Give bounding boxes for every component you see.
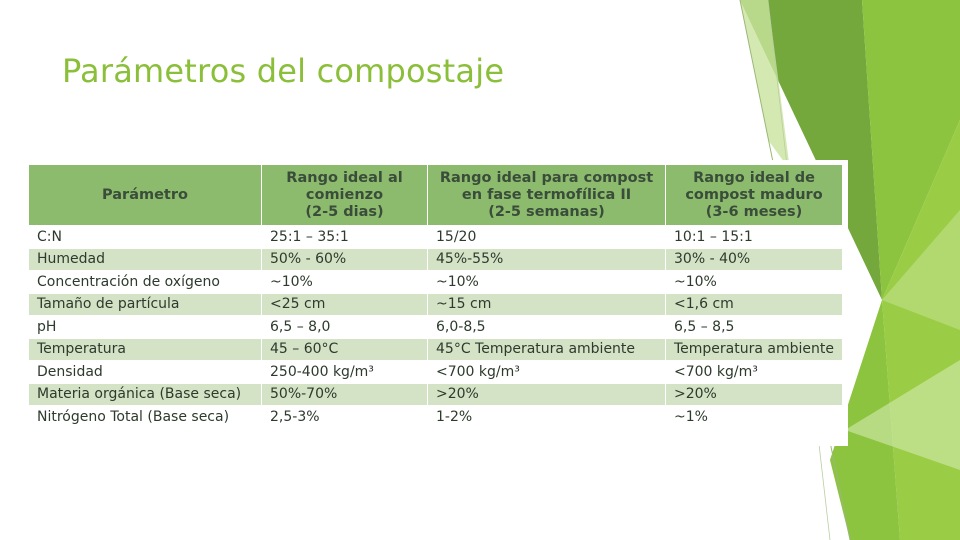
table-cell: 2,5-3% — [261, 405, 428, 429]
table-cell: >20% — [665, 382, 843, 406]
header-line: Rango ideal de — [693, 169, 815, 186]
table-row: Densidad 250-400 kg/m³ <700 kg/m³ <700 k… — [28, 360, 843, 384]
table-cell: 6,5 – 8,0 — [261, 315, 428, 339]
compost-parameters-table: Parámetro Rango ideal al comienzo (2-5 d… — [28, 164, 843, 429]
table-cell: 45°C Temperatura ambiente — [427, 337, 666, 361]
table-cell: Temperatura ambiente — [665, 337, 843, 361]
header-line: (2-5 dias) — [305, 203, 384, 220]
table-cell: 250-400 kg/m³ — [261, 360, 428, 384]
table-cell: Temperatura — [28, 337, 262, 361]
header-parameter: Parámetro — [28, 164, 262, 226]
table-cell: Densidad — [28, 360, 262, 384]
table-cell: ~15 cm — [427, 292, 666, 316]
table-cell: 25:1 – 35:1 — [261, 225, 428, 249]
table-cell: Nitrógeno Total (Base seca) — [28, 405, 262, 429]
table-row: Concentración de oxígeno ~10% ~10% ~10% — [28, 270, 843, 294]
header-mature-range: Rango ideal de compost maduro (3-6 meses… — [665, 164, 843, 226]
table-cell: ~1% — [665, 405, 843, 429]
header-start-range: Rango ideal al comienzo (2-5 dias) — [261, 164, 428, 226]
table-row: C:N 25:1 – 35:1 15/20 10:1 – 15:1 — [28, 225, 843, 249]
table-header-row: Parámetro Rango ideal al comienzo (2-5 d… — [28, 164, 843, 226]
table-cell: 10:1 – 15:1 — [665, 225, 843, 249]
table-row: pH 6,5 – 8,0 6,0-8,5 6,5 – 8,5 — [28, 315, 843, 339]
table-cell: 15/20 — [427, 225, 666, 249]
table-cell: 45 – 60°C — [261, 337, 428, 361]
header-line: (3-6 meses) — [705, 203, 803, 220]
header-line: Rango ideal para compost — [439, 169, 654, 186]
table-cell: 6,0-8,5 — [427, 315, 666, 339]
table-cell: 6,5 – 8,5 — [665, 315, 843, 339]
table-cell: 50%-70% — [261, 382, 428, 406]
table-cell: >20% — [427, 382, 666, 406]
table-cell: 30% - 40% — [665, 247, 843, 271]
header-line: Rango ideal al — [286, 169, 403, 186]
table-cell: 45%-55% — [427, 247, 666, 271]
table-cell: <700 kg/m³ — [665, 360, 843, 384]
table-row: Nitrógeno Total (Base seca) 2,5-3% 1-2% … — [28, 405, 843, 429]
table-cell: 1-2% — [427, 405, 666, 429]
table-cell: ~10% — [261, 270, 428, 294]
table-cell: C:N — [28, 225, 262, 249]
header-line: en fase termofílica II — [461, 186, 632, 203]
table-frame: Parámetro Rango ideal al comienzo (2-5 d… — [24, 160, 848, 446]
header-thermophilic-range: Rango ideal para compost en fase termofí… — [427, 164, 666, 226]
table-row: Humedad 50% - 60% 45%-55% 30% - 40% — [28, 247, 843, 271]
table-cell: ~10% — [427, 270, 666, 294]
table-row: Materia orgánica (Base seca) 50%-70% >20… — [28, 382, 843, 406]
table-cell: Tamaño de partícula — [28, 292, 262, 316]
table-cell: <1,6 cm — [665, 292, 843, 316]
table-row: Temperatura 45 – 60°C 45°C Temperatura a… — [28, 337, 843, 361]
table-row: Tamaño de partícula <25 cm ~15 cm <1,6 c… — [28, 292, 843, 316]
header-line: compost maduro — [685, 186, 823, 203]
table-cell: <700 kg/m³ — [427, 360, 666, 384]
table-cell: pH — [28, 315, 262, 339]
header-line: comienzo — [305, 186, 384, 203]
table-cell: Concentración de oxígeno — [28, 270, 262, 294]
slide-title: Parámetros del compostaje — [62, 52, 505, 90]
table-cell: ~10% — [665, 270, 843, 294]
table-cell: Materia orgánica (Base seca) — [28, 382, 262, 406]
header-line: (2-5 semanas) — [488, 203, 605, 220]
table-cell: Humedad — [28, 247, 262, 271]
table-cell: <25 cm — [261, 292, 428, 316]
table-cell: 50% - 60% — [261, 247, 428, 271]
header-line: Parámetro — [102, 186, 188, 203]
